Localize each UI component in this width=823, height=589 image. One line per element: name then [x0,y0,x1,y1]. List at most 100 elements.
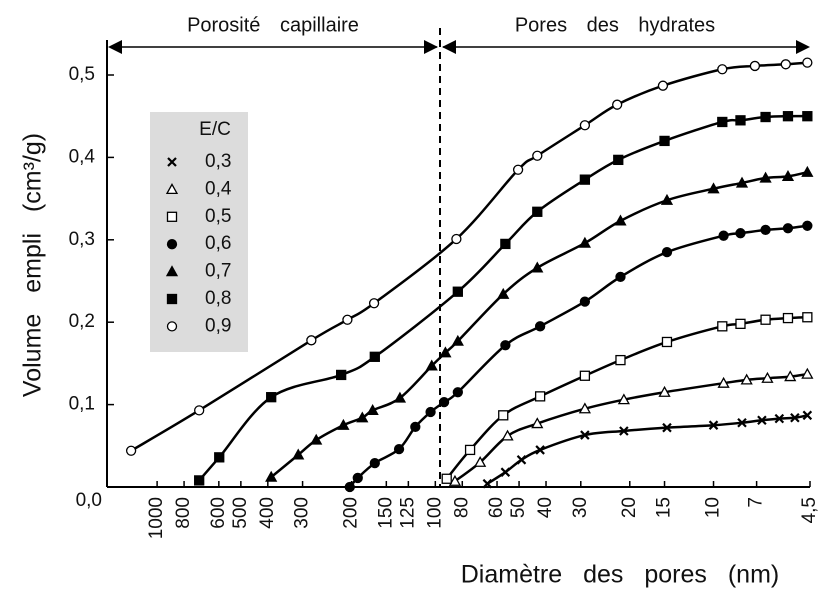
x-tick-label: 60 [486,497,507,518]
legend-label: 0,7 [205,261,231,282]
marker [735,115,746,126]
marker [717,116,728,128]
x-tick-label: 125 [397,497,418,529]
marker [619,426,629,436]
marker [451,334,464,346]
marker [500,467,511,477]
x-axis-label: Diamètre des pores (nm) [461,561,779,589]
marker [802,57,813,68]
marker [579,296,591,307]
marker [534,391,546,402]
y-tick-label: 0,2 [69,311,95,332]
legend-marker [167,157,177,167]
x-tick-label: 20 [619,497,640,518]
marker [366,404,379,416]
marker [657,80,669,91]
marker [474,455,487,467]
x-tick-label: 100 [424,497,445,529]
marker [310,433,323,445]
x-tick-label: 40 [535,497,556,518]
marker [707,182,720,194]
marker [194,405,205,416]
x-tick-label: 50 [508,497,529,518]
x-tick-label: 1000 [146,497,167,539]
marker [516,455,527,465]
marker [393,443,405,455]
marker [500,238,511,250]
marker [802,220,813,231]
marker [660,193,674,205]
y-axis-label: Volume empli (cm³/g) [19,133,47,397]
series-line [198,114,808,482]
marker [451,233,462,245]
marker [802,410,813,421]
marker [448,474,462,486]
marker [497,287,510,299]
marker [306,335,317,346]
x-tick-label: 500 [230,497,251,529]
x-tick-label: 200 [341,497,362,529]
marker [337,418,350,430]
marker [740,373,753,385]
legend-title: E/C [199,119,231,140]
marker [214,452,225,463]
x-tick-label: 800 [173,497,194,529]
legend-marker [166,211,178,222]
marker [266,392,277,403]
annotation: Pores des hydrates [515,14,715,36]
x-tick-label: 7 [746,497,767,508]
marker [531,417,544,429]
legend-label: 0,5 [205,206,231,227]
marker [344,481,355,493]
marker [194,475,205,486]
marker [749,60,761,72]
marker [717,64,728,75]
marker [761,371,774,383]
marker [784,370,797,382]
marker [757,415,767,426]
x-tick-label: 30 [570,497,591,518]
marker [336,369,347,381]
marker [737,417,747,428]
marker [617,393,630,405]
marker [410,421,421,432]
marker [425,406,436,418]
series-line [454,372,808,483]
legend-label: 0,4 [205,178,232,199]
marker [356,411,369,423]
x-tick-label: 300 [292,497,313,529]
marker [802,111,813,122]
y-tick-label: 0,0 [76,490,102,511]
legend-label: 0,8 [205,288,231,309]
marker [781,170,795,182]
marker [780,59,791,70]
series-line [348,224,808,488]
marker [801,367,814,379]
marker [615,354,626,366]
marker [441,473,452,484]
marker [532,206,543,217]
marker [659,135,670,147]
marker [482,478,493,489]
marker [438,396,450,408]
marker [718,230,729,241]
marker [393,391,407,403]
marker [500,340,511,351]
y-tick-label: 0,4 [69,146,96,167]
marker [425,359,438,371]
x-tick-label: 15 [654,497,675,518]
legend-marker [165,265,179,277]
marker [452,286,463,297]
marker [452,387,463,398]
marker [760,314,771,325]
marker [717,321,728,332]
marker [612,99,623,110]
marker [265,470,278,482]
legend-marker [165,183,179,195]
marker [615,271,626,283]
y-tick-label: 0,3 [69,229,95,250]
marker [579,120,591,131]
y-tick-label: 0,5 [69,64,95,85]
legend-box [150,112,248,352]
